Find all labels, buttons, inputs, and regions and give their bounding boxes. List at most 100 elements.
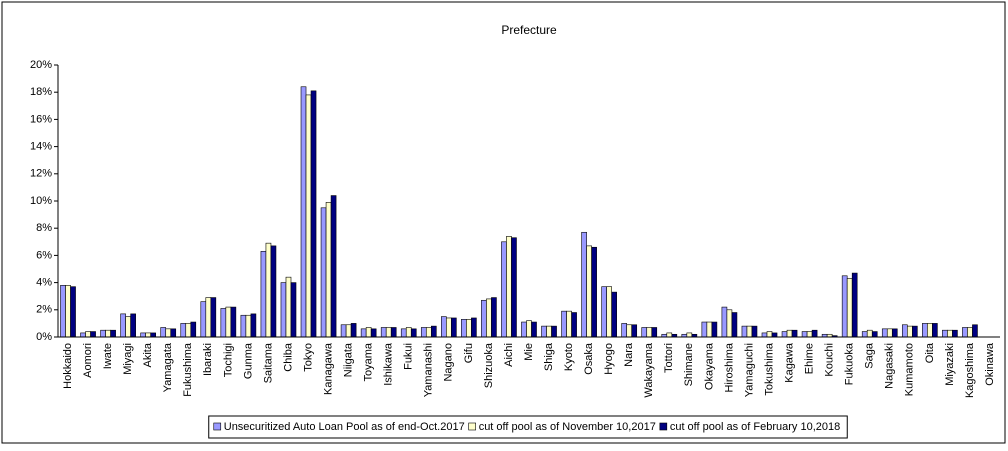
bar [441,316,447,338]
x-tick-label: Shimane [683,343,695,386]
x-tick-label: Ibaraki [202,343,214,376]
bar [751,325,758,338]
bar [591,246,597,338]
bar [841,275,848,338]
bar [160,327,167,338]
bar [100,329,106,338]
bar [360,328,367,338]
bar [541,325,547,338]
bar [90,331,96,338]
bar [886,328,893,338]
x-tick-label: Tokyo [302,343,314,372]
bar [571,312,577,338]
x-tick-label: Gifu [463,343,475,363]
bar [210,297,217,338]
bar [626,324,633,338]
x-tick-label: Fukushima [182,342,194,397]
bar [701,321,708,338]
bar [400,328,407,338]
bar [60,285,66,338]
y-tick-label: 8% [36,222,52,234]
bar [546,325,552,338]
bar [430,325,437,338]
x-tick-label: Ishikawa [383,342,395,386]
legend-label: cut off pool as of November 10,2017 [479,421,656,433]
x-tick-label: Shizuoka [483,342,495,388]
bar [310,90,317,338]
bar [781,331,788,338]
bar [80,332,86,338]
bar [120,313,126,338]
bar [390,327,397,338]
x-tick-label: Wakayama [643,342,655,397]
bar [165,328,172,338]
x-tick-label: Saga [864,342,876,369]
bar [706,321,713,338]
bar [891,328,898,338]
bar [611,291,617,338]
x-tick-label: Osaka [583,342,595,375]
bar [947,329,953,338]
bar [561,310,567,338]
x-tick-label: Tokushima [763,342,775,395]
bar [806,331,813,338]
bar [901,324,908,338]
x-tick-label: Oita [924,342,936,363]
bar [466,319,472,338]
bar [942,329,948,338]
bar [405,327,412,338]
y-tick-label: 6% [36,249,52,261]
y-tick-label: 18% [30,86,52,98]
bar [621,323,628,338]
x-tick-label: Yamagata [162,342,174,392]
bar [461,319,467,338]
bar [330,195,337,338]
bar [511,237,517,338]
x-tick-label: Miyazaki [944,343,956,386]
bar [581,231,587,338]
legend-swatch [213,422,222,431]
y-tick-label: 2% [36,304,52,316]
bar [451,317,457,338]
bar [927,323,933,338]
bar [365,327,372,338]
bar [651,327,658,338]
bar [420,327,427,338]
bar [170,328,177,338]
bar [481,299,487,338]
legend-swatch [468,422,476,431]
bar [225,306,232,338]
bar [491,297,497,338]
y-tick-label: 4% [36,277,52,289]
bar [967,327,973,338]
bar [761,332,768,338]
x-tick-label: Yamaguchi [743,343,755,397]
legend-label: cut off pool as of February 10,2018 [670,421,840,433]
bar [140,332,146,338]
x-tick-label: Fukuoka [844,342,856,385]
y-tick-label: 12% [30,168,52,180]
bar [551,325,557,338]
bar [350,323,357,338]
bar [861,331,868,338]
bar [726,309,733,338]
bar [290,282,297,338]
bar [531,321,537,338]
bar [410,328,417,338]
bar [285,276,292,338]
bar [325,202,332,338]
legend-swatch [659,422,668,431]
bar [145,332,151,338]
bar [972,324,978,338]
bar [731,312,738,338]
x-tick-label: Hyogo [603,343,615,375]
y-tick-label: 20% [30,59,52,71]
bar [907,325,913,338]
bar [606,286,612,338]
bar [521,321,527,338]
bar [501,241,507,338]
bar [601,286,607,338]
x-tick-label: Fukui [403,343,415,370]
x-tick-label: Nagano [443,343,455,382]
bar [305,94,312,338]
